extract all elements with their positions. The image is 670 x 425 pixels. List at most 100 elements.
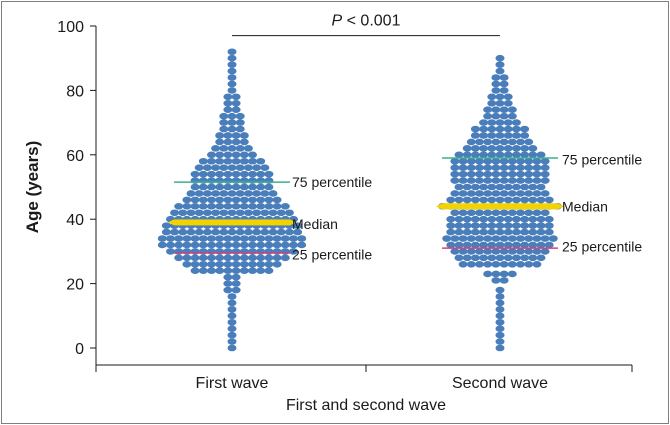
data-point	[466, 157, 476, 165]
data-point	[458, 177, 468, 184]
data-point	[219, 190, 229, 197]
data-point	[211, 209, 221, 217]
data-point	[211, 228, 221, 236]
data-point	[454, 215, 464, 223]
data-point	[483, 170, 493, 178]
data-point	[499, 235, 509, 242]
data-point	[503, 241, 513, 249]
data-point	[442, 235, 452, 242]
data-point	[470, 228, 480, 236]
data-point	[227, 112, 237, 120]
data-point	[166, 248, 175, 255]
data-point	[227, 344, 237, 352]
data-point	[528, 196, 538, 204]
data-point	[532, 235, 542, 242]
data-point	[462, 215, 472, 223]
data-point	[516, 170, 525, 178]
data-point	[511, 151, 521, 159]
data-point	[198, 235, 208, 242]
data-point	[170, 228, 180, 236]
data-point	[231, 286, 241, 294]
data-point	[239, 132, 249, 139]
data-point	[297, 235, 307, 242]
y-tick-label: 80	[66, 83, 84, 100]
data-point	[507, 170, 517, 178]
data-point	[215, 235, 225, 242]
data-point	[239, 151, 249, 159]
data-point	[182, 196, 192, 204]
data-point	[450, 248, 460, 255]
data-point	[231, 93, 241, 101]
data-point	[487, 125, 497, 133]
data-point	[528, 228, 538, 236]
data-point	[174, 203, 184, 210]
data-point	[458, 260, 468, 268]
data-point	[528, 151, 538, 159]
x-category-label: Second wave	[452, 375, 548, 392]
data-point	[207, 254, 216, 262]
data-point	[487, 241, 497, 249]
data-point	[544, 222, 554, 229]
data-point	[231, 183, 241, 191]
data-point	[475, 235, 484, 242]
data-point	[297, 241, 307, 249]
data-point	[503, 215, 513, 223]
data-point	[524, 164, 534, 171]
data-point	[491, 157, 501, 165]
data-point	[483, 270, 493, 278]
data-point	[272, 196, 282, 204]
data-point	[516, 157, 525, 165]
annotation-label: Median	[292, 216, 338, 232]
data-point	[231, 151, 241, 159]
data-point	[458, 190, 468, 197]
data-point	[211, 190, 221, 197]
data-point	[227, 325, 237, 332]
y-tick-label: 0	[75, 341, 84, 358]
data-point	[495, 151, 505, 159]
data-point	[219, 164, 229, 171]
data-point	[276, 209, 286, 217]
data-point	[475, 164, 484, 171]
data-point	[219, 125, 229, 133]
p-symbol: P	[332, 13, 343, 30]
data-point	[544, 196, 554, 204]
data-point	[470, 145, 480, 152]
data-point	[503, 151, 513, 159]
data-point	[215, 157, 225, 165]
data-point	[511, 132, 521, 139]
data-point	[507, 157, 517, 165]
data-point	[516, 260, 525, 268]
data-point	[215, 151, 225, 159]
data-point	[483, 164, 493, 171]
data-point	[256, 183, 266, 191]
data-point	[289, 241, 298, 249]
data-point	[462, 241, 472, 249]
data-point	[272, 235, 282, 242]
data-point	[454, 196, 464, 204]
data-point	[202, 164, 212, 171]
data-point	[507, 260, 517, 268]
data-point	[491, 235, 501, 242]
data-point	[215, 203, 225, 210]
data-point	[252, 164, 262, 171]
data-point	[458, 164, 468, 171]
data-point	[239, 196, 249, 204]
data-point	[528, 183, 538, 191]
data-point	[479, 151, 489, 159]
data-point	[475, 138, 484, 146]
data-point	[446, 241, 456, 249]
median-right-tip	[290, 219, 296, 226]
data-point	[475, 170, 484, 178]
data-point	[231, 196, 241, 204]
data-point	[511, 254, 521, 262]
data-point	[219, 119, 229, 126]
data-point	[487, 132, 497, 139]
data-point	[499, 190, 509, 197]
data-point	[235, 119, 245, 126]
data-point	[520, 125, 530, 133]
data-point	[239, 254, 249, 262]
data-point	[475, 260, 484, 268]
data-point	[536, 254, 546, 262]
data-point	[499, 157, 509, 165]
median-left-tip	[168, 219, 174, 226]
